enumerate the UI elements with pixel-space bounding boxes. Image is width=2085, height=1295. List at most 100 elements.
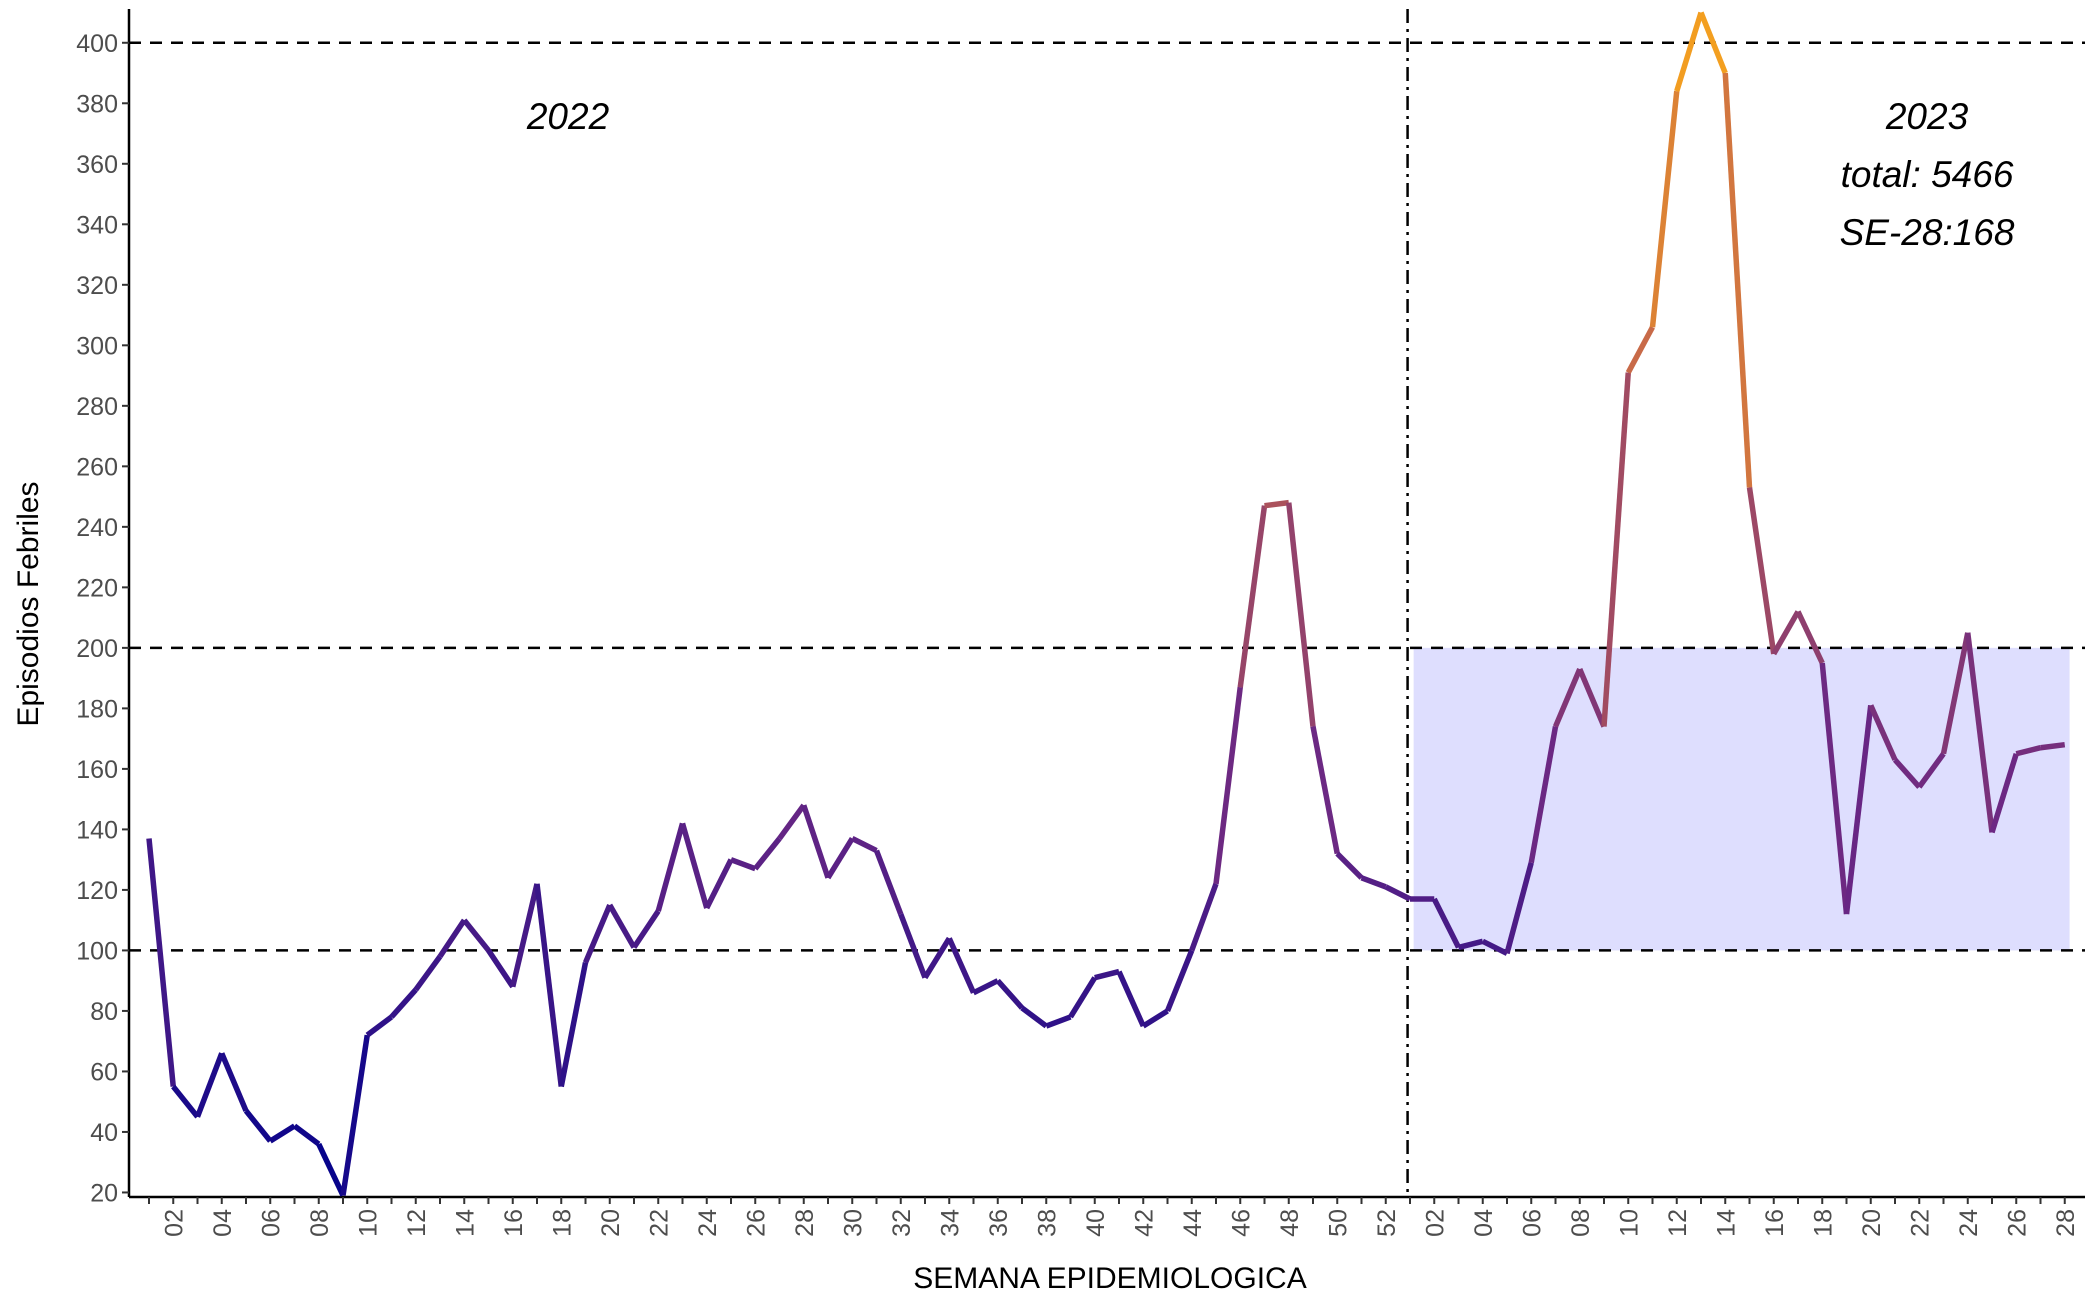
line-segment — [1965, 632, 1995, 833]
line-segment — [292, 1123, 321, 1147]
line-segment — [1940, 632, 1971, 755]
annotation: SE-28:168 — [1840, 212, 2015, 253]
line-segment — [898, 913, 928, 979]
line-segment — [1116, 970, 1146, 1028]
x-tick-label: 02 — [1421, 1209, 1449, 1237]
line-segment — [243, 1109, 273, 1143]
line-segment — [1431, 897, 1461, 949]
y-tick-label: 240 — [76, 514, 118, 542]
x-tick-label: 24 — [1955, 1209, 1983, 1237]
line-segment — [1795, 610, 1825, 665]
x-tick-label: 04 — [1470, 1209, 1498, 1237]
x-tick-label: 24 — [694, 1209, 722, 1237]
line-segment — [631, 909, 661, 949]
line-segment — [1020, 1005, 1048, 1029]
y-tick-label: 180 — [76, 695, 118, 723]
y-tick-label: 400 — [76, 30, 118, 58]
line-segment — [2015, 745, 2042, 757]
x-tick-label: 48 — [1276, 1209, 1304, 1237]
line-segment — [1141, 1008, 1169, 1029]
x-tick-label: 14 — [451, 1209, 479, 1237]
line-segment — [340, 1034, 370, 1196]
x-tick-label: 44 — [1179, 1209, 1207, 1237]
line-segment — [1917, 752, 1946, 789]
x-axis-title: SEMANA EPIDEMIOLOGICA — [913, 1262, 1306, 1295]
line-segment — [1989, 752, 2019, 834]
y-tick-label: 380 — [76, 90, 118, 118]
line-segment — [704, 858, 734, 910]
line-segment — [777, 803, 806, 841]
line-segment — [1068, 976, 1098, 1019]
line-segment — [1698, 11, 1728, 75]
x-tick-label: 40 — [1082, 1209, 1110, 1237]
line-segment — [486, 948, 516, 989]
x-tick-label: 04 — [209, 1209, 237, 1237]
line-segment — [1577, 667, 1607, 728]
y-tick-label: 160 — [76, 756, 118, 784]
x-tick-label: 16 — [500, 1209, 528, 1237]
y-tick-label: 60 — [90, 1058, 118, 1086]
x-tick-label: 26 — [742, 1209, 770, 1237]
line-segment — [1189, 882, 1219, 952]
line-segment — [534, 883, 564, 1087]
line-segment — [1674, 11, 1704, 92]
line-segment — [1481, 938, 1509, 956]
y-tick-label: 280 — [76, 393, 118, 421]
x-tick-label: 22 — [645, 1209, 673, 1237]
line-segment — [510, 883, 540, 988]
line-segment — [1601, 372, 1631, 727]
x-tick-label: 10 — [1615, 1209, 1643, 1237]
line-segment — [558, 961, 589, 1088]
line-segment — [146, 838, 176, 1087]
x-tick-label: 38 — [1033, 1209, 1061, 1237]
line-segment — [1457, 938, 1484, 951]
x-tick-label: 12 — [1664, 1209, 1692, 1237]
line-segment — [1045, 1014, 1072, 1029]
x-tick-label: 02 — [160, 1209, 188, 1237]
line-segment — [316, 1142, 346, 1197]
line-segment — [1504, 861, 1534, 955]
line-segment — [851, 836, 878, 854]
x-tick-label: 10 — [354, 1209, 382, 1237]
line-segment — [1771, 610, 1801, 656]
x-tick-label: 36 — [985, 1209, 1013, 1237]
line-segment — [801, 804, 831, 879]
line-segment — [972, 978, 999, 996]
x-tick-label: 16 — [1761, 1209, 1789, 1237]
line-segment — [753, 836, 782, 871]
line-segment — [437, 918, 467, 958]
x-tick-label: 12 — [403, 1209, 431, 1237]
x-tick-label: 20 — [597, 1209, 625, 1237]
line-segment — [1094, 968, 1120, 981]
y-tick-label: 140 — [76, 816, 118, 844]
x-tick-label: 06 — [257, 1209, 285, 1237]
shaded-range — [1413, 647, 2070, 951]
line-segment — [389, 987, 418, 1019]
line-segment — [171, 1084, 200, 1119]
line-segment — [219, 1052, 249, 1112]
x-tick-label: 30 — [839, 1209, 867, 1237]
y-axis-title: Episodios Febriles — [12, 481, 45, 726]
line-segment — [365, 1014, 394, 1038]
x-tick-label: 18 — [1809, 1209, 1837, 1237]
line-segment — [873, 849, 904, 916]
y-tick-label: 360 — [76, 151, 118, 179]
x-tick-label: 14 — [1712, 1209, 1740, 1237]
line-segment — [1843, 705, 1874, 915]
line-segment — [1264, 499, 1290, 509]
line-segment — [1552, 667, 1583, 728]
x-tick-label: 34 — [936, 1209, 964, 1237]
line-segment — [1722, 72, 1753, 488]
y-tick-label: 300 — [76, 332, 118, 360]
line-segment — [1384, 884, 1412, 902]
y-tick-label: 40 — [90, 1119, 118, 1147]
line-segment — [1213, 686, 1243, 885]
line-segment — [1286, 502, 1316, 727]
annotation: 2022 — [526, 96, 610, 137]
y-tick-label: 220 — [76, 574, 118, 602]
x-tick-label: 52 — [1373, 1209, 1401, 1237]
line-segment — [1819, 662, 1850, 915]
line-segment — [413, 954, 443, 992]
line-segment — [1360, 875, 1387, 890]
x-tick-label: 06 — [1518, 1209, 1546, 1237]
